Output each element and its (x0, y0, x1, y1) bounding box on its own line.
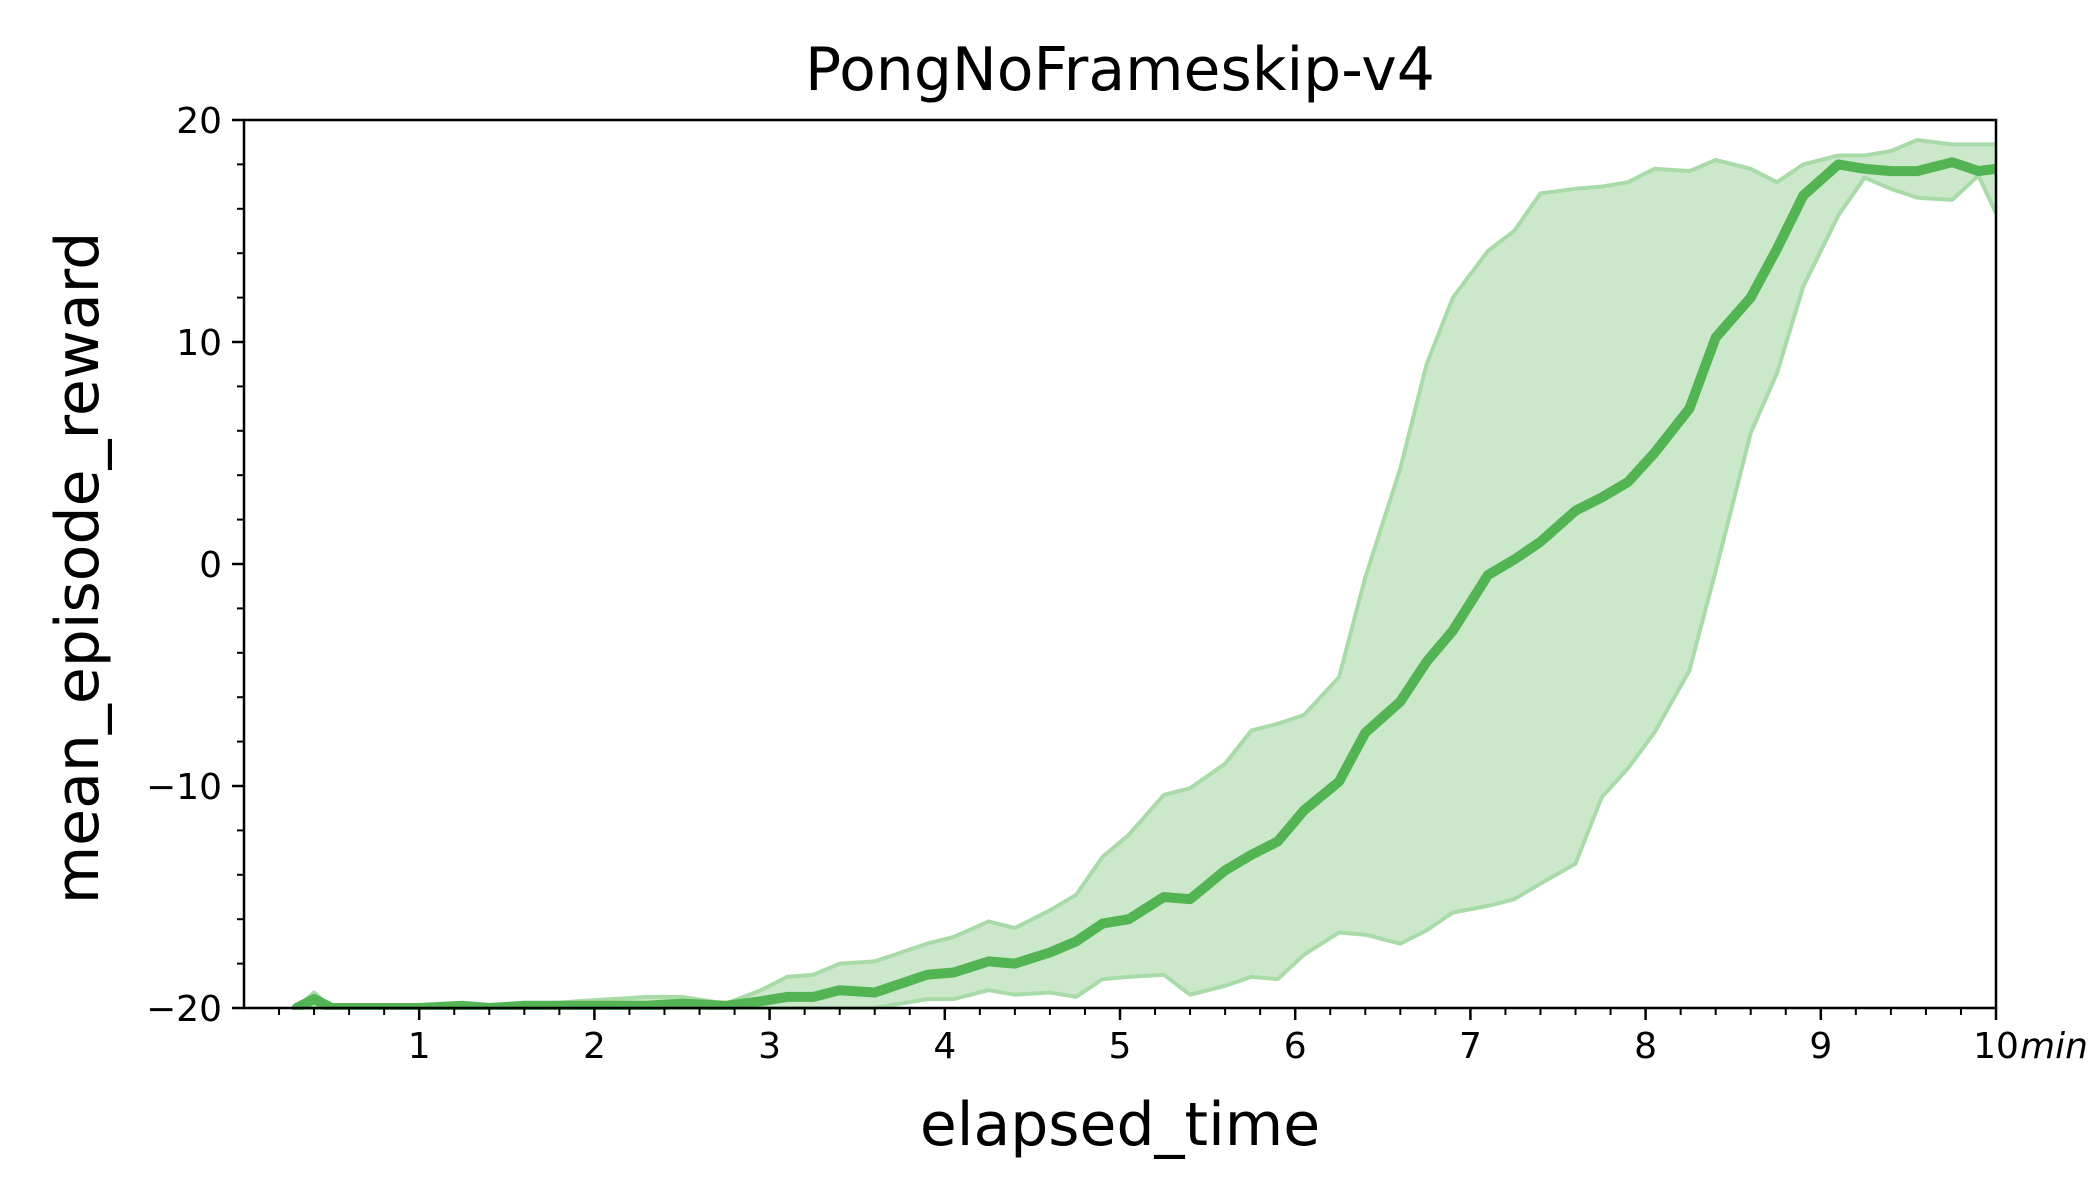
x-tick-label: 7 (1459, 1026, 1482, 1067)
x-tick-label: 2 (583, 1026, 606, 1067)
y-tick-label: 10 (176, 323, 222, 364)
x-tick-label: 8 (1634, 1026, 1657, 1067)
chart-title: PongNoFrameskip-v4 (805, 35, 1435, 105)
y-tick-label: 20 (176, 101, 222, 142)
x-tick-label: 3 (758, 1026, 781, 1067)
x-unit-label: min (2020, 1026, 2088, 1067)
x-tick-label: 1 (408, 1026, 431, 1067)
x-tick-label: 4 (933, 1026, 956, 1067)
x-axis-label: elapsed_time (920, 1090, 1320, 1160)
y-tick-label: −20 (146, 989, 222, 1030)
x-tick-label: 5 (1109, 1026, 1132, 1067)
x-tick-label: 9 (1809, 1026, 1832, 1067)
x-tick-label: 10 (1973, 1026, 2019, 1067)
y-tick-label: −10 (146, 767, 222, 808)
plot-area (291, 138, 1996, 1010)
series-0-confidence-band (296, 140, 1996, 1008)
series-0-upper-bound (295, 138, 1996, 1010)
x-tick-label: 6 (1284, 1026, 1307, 1067)
y-tick-label: 0 (199, 545, 222, 586)
y-axis-label: mean_episode_reward (43, 232, 113, 905)
series-0-mean-line (291, 157, 1996, 1010)
